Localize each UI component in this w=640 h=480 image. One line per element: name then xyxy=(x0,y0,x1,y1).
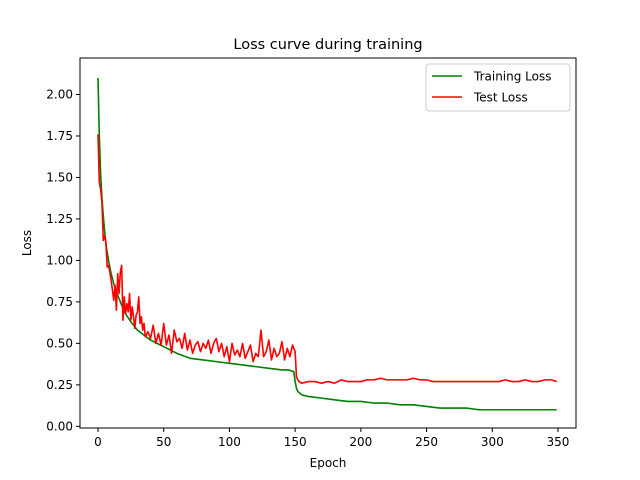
y-tick-label: 2.00 xyxy=(46,88,73,102)
plot-area-frame xyxy=(79,57,577,429)
x-tick-label: 350 xyxy=(547,435,570,449)
y-tick-label: 1.25 xyxy=(46,212,73,226)
y-tick-label: 1.75 xyxy=(46,129,73,143)
legend-label-test-loss: Test Loss xyxy=(473,91,528,105)
y-tick-label: 0.25 xyxy=(46,378,73,392)
y-tick-label: 0.50 xyxy=(46,336,73,350)
y-tick-label: 1.00 xyxy=(46,253,73,267)
x-tick-label: 150 xyxy=(284,435,307,449)
series-line-training-loss xyxy=(97,77,557,411)
x-tick-label: 100 xyxy=(218,435,241,449)
y-tick-label: 1.50 xyxy=(46,170,73,184)
x-axis-ticks: 0 50 100 150 200 250 300 350 xyxy=(94,428,569,449)
legend: Training Loss Test Loss xyxy=(425,63,571,112)
x-tick-label: 300 xyxy=(481,435,504,449)
y-tick-label: 0.75 xyxy=(46,295,73,309)
y-axis-label: Loss xyxy=(20,230,34,256)
y-tick-label: 0.00 xyxy=(46,419,73,433)
series-layer xyxy=(97,77,557,411)
series-line-test-loss xyxy=(97,134,557,385)
y-axis-ticks: 0.00 0.25 0.50 0.75 1.00 1.25 1.50 1.75 2.00 xyxy=(46,88,80,433)
chart-title: Loss curve during training xyxy=(233,37,422,53)
x-tick-label: 0 xyxy=(94,435,102,449)
x-tick-label: 200 xyxy=(349,435,372,449)
legend-label-training-loss: Training Loss xyxy=(473,70,551,84)
x-tick-label: 250 xyxy=(415,435,438,449)
x-tick-label: 50 xyxy=(156,435,171,449)
x-axis-label: Epoch xyxy=(310,456,347,470)
